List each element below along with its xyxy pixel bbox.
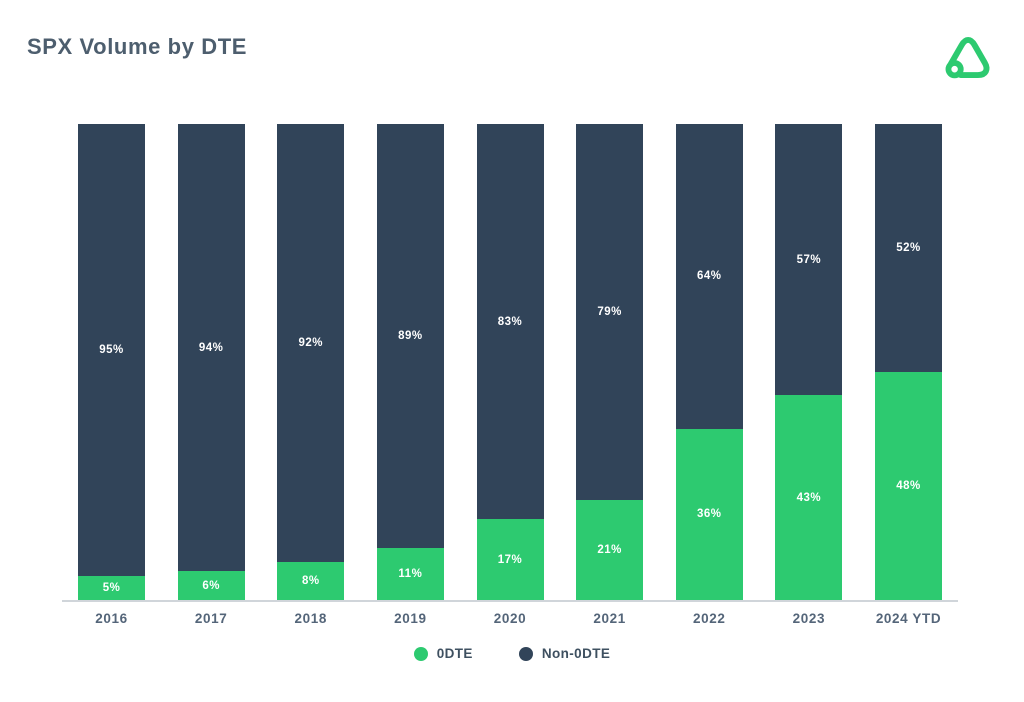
bar-column-2022: 64% 36%	[675, 124, 743, 600]
x-axis-tick-label: 2019	[394, 611, 427, 626]
legend-label: Non-0DTE	[541, 646, 611, 661]
x-axis-tick-label: 2017	[194, 611, 228, 626]
bar-column-2024-ytd: 52% 48%	[875, 124, 942, 600]
bar-segment-non-0dte: 95%	[78, 124, 145, 577]
bar-segment-0dte: 11%	[376, 547, 444, 600]
bar-column-2023: 57% 43%	[775, 124, 843, 600]
bar-segment-non-0dte: 92%	[277, 124, 345, 562]
legend-label: 0DTE	[436, 646, 473, 661]
bar-column-2018: 92% 8%	[277, 124, 345, 600]
bar-value-label: 89%	[398, 329, 423, 342]
bar-column-2020: 83% 17%	[476, 124, 544, 600]
bar-value-label: 64%	[696, 270, 722, 283]
stacked-bar-chart: 95% 5% 94% 6% 92% 8% 89% 11% 83% 17% 79% 21% 64% 36% 5…	[62, 124, 958, 626]
x-axis-tick-label: 2018	[294, 611, 327, 626]
bar-segment-non-0dte: 83%	[476, 124, 544, 520]
bar-value-label: 83%	[497, 315, 523, 328]
bar-segment-non-0dte: 52%	[875, 124, 942, 372]
bar-value-label: 5%	[102, 582, 121, 595]
x-axis-tick-label: 2024 YTD	[875, 611, 942, 626]
chart-title: SPX Volume by DTE	[27, 34, 248, 59]
bar-segment-0dte: 6%	[177, 571, 245, 600]
x-axis-tick-label: 2021	[593, 611, 626, 626]
legend-dot-icon	[413, 646, 428, 661]
bar-value-label: 95%	[99, 344, 124, 357]
bar-column-2021: 79% 21%	[576, 124, 644, 600]
bar-segment-0dte: 48%	[875, 371, 942, 600]
legend-dot-icon	[518, 646, 533, 661]
bar-value-label: 43%	[796, 491, 822, 504]
x-axis-line	[62, 600, 958, 602]
bar-segment-0dte: 5%	[78, 576, 145, 600]
bar-value-label: 94%	[198, 341, 224, 354]
bar-value-label: 11%	[398, 567, 423, 580]
x-axis-labels: 2016 2017 2018 2019 2020 2021 2022 2023 2024 YTD	[62, 611, 958, 626]
x-axis-tick-label: 2023	[792, 611, 826, 626]
x-axis-tick-label: 2016	[95, 611, 128, 626]
bar-segment-non-0dte: 79%	[576, 124, 644, 501]
option-alpha-logo-icon	[942, 28, 998, 82]
bar-segment-0dte: 8%	[277, 561, 345, 600]
bar-value-label: 92%	[298, 336, 324, 349]
bar-value-label: 21%	[597, 544, 622, 557]
legend-item-0dte: 0DTE	[413, 646, 473, 661]
bar-value-label: 36%	[696, 508, 722, 521]
bar-segment-0dte: 36%	[675, 428, 743, 600]
bar-value-label: 6%	[202, 579, 220, 592]
bar-segment-0dte: 43%	[775, 395, 843, 600]
plot-area: 95% 5% 94% 6% 92% 8% 89% 11% 83% 17% 79% 21% 64% 36% 5…	[62, 124, 958, 600]
bar-segment-non-0dte: 57%	[775, 124, 843, 396]
x-axis-tick-label: 2022	[693, 611, 726, 626]
bar-value-label: 48%	[896, 479, 921, 492]
bar-segment-0dte: 17%	[476, 519, 544, 600]
legend: 0DTE Non-0DTE	[0, 646, 1024, 661]
bar-segment-non-0dte: 94%	[177, 124, 245, 572]
bar-value-label: 17%	[497, 553, 523, 566]
x-axis-tick-label: 2020	[493, 611, 527, 626]
legend-item-non-0dte: Non-0DTE	[518, 646, 611, 661]
header: SPX Volume by DTE	[0, 0, 1024, 82]
bar-value-label: 57%	[796, 253, 822, 266]
bar-column-2017: 94% 6%	[177, 124, 245, 600]
bar-value-label: 79%	[597, 306, 622, 319]
bar-column-2019: 89% 11%	[376, 124, 444, 600]
bar-column-2016: 95% 5%	[78, 124, 145, 600]
bar-segment-non-0dte: 64%	[675, 124, 743, 429]
bar-value-label: 52%	[896, 241, 921, 254]
bar-segment-non-0dte: 89%	[376, 124, 444, 548]
bar-value-label: 8%	[301, 574, 320, 587]
bar-segment-0dte: 21%	[576, 500, 644, 600]
